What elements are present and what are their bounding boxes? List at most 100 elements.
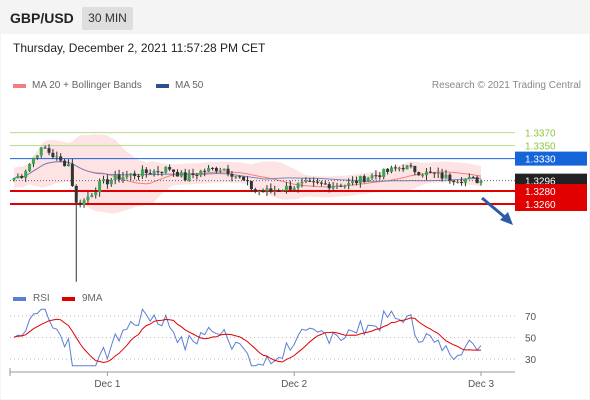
candle-body-94 (378, 175, 382, 177)
candle-body-103 (413, 165, 417, 173)
x-tick-label-0: Dec 1 (94, 379, 121, 390)
candle-body-3 (24, 171, 28, 178)
candle-body-40 (168, 167, 172, 170)
candle-body-114 (456, 181, 460, 183)
candle-body-28 (121, 177, 125, 180)
candle-body-79 (319, 182, 323, 184)
candle-body-39 (164, 167, 168, 173)
candle-body-81 (327, 184, 331, 189)
candle-body-99 (397, 167, 401, 169)
ma50-legend-swatch (156, 84, 169, 88)
ma20-legend-swatch (13, 84, 26, 88)
research-credit: Research © 2021 Trading Central (431, 80, 581, 91)
x-tick-label-2: Dec 3 (468, 379, 495, 390)
rsi-level-label-1: 50 (525, 334, 537, 345)
candle-body-11 (55, 156, 59, 158)
candle-body-58 (238, 176, 242, 178)
candle-body-67 (273, 190, 277, 192)
candle-body-61 (249, 180, 253, 190)
candle-body-75 (304, 180, 308, 182)
candle-body-27 (117, 174, 121, 180)
level-label-1: 1.3350 (525, 142, 556, 153)
rsi-legend-swatch (13, 297, 26, 301)
candle-body-17 (78, 202, 82, 206)
candle-body-105 (421, 175, 425, 177)
candle-body-70 (284, 185, 288, 191)
candle-body-77 (312, 181, 316, 183)
candle-body-102 (409, 165, 413, 167)
level-label-3: 1.3296 (525, 177, 556, 188)
ma20-legend-label: MA 20 + Bollinger Bands (32, 80, 142, 91)
candle-body-106 (425, 171, 429, 176)
candle-body-41 (172, 169, 176, 172)
candle-body-46 (191, 173, 195, 176)
candle-body-6 (35, 155, 39, 158)
candle-body-56 (230, 173, 234, 177)
candle-body-29 (125, 175, 129, 178)
candle-body-15 (70, 163, 74, 186)
x-tick-label-1: Dec 2 (281, 379, 308, 390)
candle-body-42 (175, 171, 179, 177)
candle-body-83 (335, 185, 339, 187)
candle-body-36 (152, 171, 156, 175)
candle-body-112 (448, 174, 452, 181)
interval-button[interactable]: 30 MIN (82, 7, 133, 30)
candle-body-87 (351, 181, 355, 184)
candle-body-55 (226, 168, 230, 174)
candle-body-7 (39, 147, 43, 156)
candle-body-26 (113, 174, 117, 181)
candle-body-14 (66, 163, 70, 167)
level-label-0: 1.3370 (525, 129, 556, 140)
candle-body-69 (281, 190, 285, 192)
rsi-level-label-0: 70 (525, 312, 537, 323)
candle-body-5 (31, 157, 35, 164)
candle-body-59 (242, 176, 246, 181)
candle-body-48 (199, 170, 203, 176)
rsi-level-label-2: 30 (525, 355, 537, 366)
forecast-arrow-shaft (481, 196, 508, 221)
candle-body-1 (16, 175, 20, 179)
candle-body-37 (156, 171, 160, 173)
candle-body-72 (292, 187, 296, 190)
candle-body-89 (358, 176, 362, 184)
candle-body-65 (265, 188, 269, 192)
rsi-line (13, 308, 482, 367)
candle-body-54 (222, 168, 226, 171)
candle-body-13 (63, 160, 67, 167)
candle-body-50 (207, 167, 211, 172)
chart-panel (1, 34, 589, 399)
candle-body-101 (405, 165, 409, 170)
candle-body-44 (183, 172, 187, 181)
candle-body-16 (74, 185, 78, 203)
candle-body-109 (436, 172, 440, 174)
candle-body-84 (339, 185, 343, 187)
candle-body-74 (300, 181, 304, 184)
candle-body-35 (148, 173, 152, 175)
candle-body-93 (374, 175, 378, 177)
candle-body-63 (257, 191, 261, 193)
candle-body-9 (47, 148, 51, 153)
ma9-legend-label: 9MA (82, 293, 103, 304)
candle-body-78 (316, 181, 320, 183)
candle-body-57 (234, 176, 238, 178)
candle-body-49 (203, 170, 207, 172)
candle-body-68 (277, 190, 281, 192)
candle-body-18 (82, 200, 86, 206)
level-label-4: 1.3280 (525, 187, 556, 198)
candle-body-8 (43, 147, 47, 149)
candle-body-111 (444, 174, 448, 179)
ma50-legend-label: MA 50 (175, 80, 204, 91)
candle-body-12 (59, 156, 63, 161)
candle-body-82 (331, 185, 335, 189)
candle-body-47 (195, 175, 199, 177)
candle-body-76 (308, 180, 312, 182)
candle-body-92 (370, 175, 374, 179)
candle-body-108 (432, 172, 436, 174)
candle-body-95 (382, 168, 386, 177)
candle-body-60 (246, 180, 249, 182)
candle-body-25 (109, 180, 113, 185)
forecast-arrow-head (500, 212, 513, 225)
candle-body-22 (98, 181, 102, 193)
rsi-legend-label: RSI (33, 293, 50, 304)
